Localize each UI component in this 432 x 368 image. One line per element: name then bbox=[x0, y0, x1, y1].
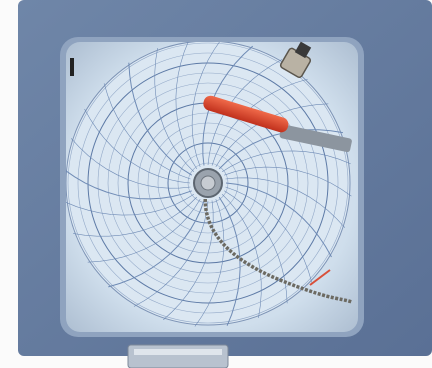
grid-arc bbox=[128, 62, 193, 176]
chain-links bbox=[203, 189, 353, 304]
grid-arc bbox=[225, 186, 313, 283]
grid-arc bbox=[87, 199, 201, 263]
grid-arc bbox=[70, 138, 191, 189]
grid-ring bbox=[77, 52, 339, 314]
pen-arm-base bbox=[279, 124, 352, 153]
grid-arc bbox=[73, 196, 198, 237]
pen-holder bbox=[279, 41, 312, 79]
left-clip bbox=[70, 58, 74, 76]
grid-arc bbox=[163, 200, 214, 321]
grid-ring bbox=[107, 82, 309, 284]
grid-arc bbox=[108, 200, 205, 288]
chain bbox=[203, 189, 353, 304]
grid-arc bbox=[224, 166, 352, 197]
grid-arc bbox=[224, 190, 288, 304]
grid-arc bbox=[221, 150, 351, 173]
pen-holder-top bbox=[294, 41, 312, 59]
grid-ring bbox=[117, 92, 299, 274]
grid-arc bbox=[191, 42, 222, 167]
pen-trace bbox=[309, 269, 331, 286]
grid-arc bbox=[218, 196, 241, 326]
grid-ring bbox=[67, 42, 349, 324]
grid-arc bbox=[221, 193, 262, 318]
grid-ring bbox=[147, 122, 269, 244]
grid-arc bbox=[66, 193, 195, 216]
grid-arc bbox=[103, 83, 191, 180]
grid-arc bbox=[154, 48, 195, 173]
grid-ring bbox=[97, 72, 319, 294]
grid-arc bbox=[84, 108, 191, 184]
grid-arc bbox=[175, 42, 198, 170]
grid-arc bbox=[66, 169, 192, 200]
grid-ring bbox=[157, 132, 259, 234]
pen-arm bbox=[203, 95, 289, 133]
bottom-tab bbox=[127, 344, 229, 368]
bottom-tab-highlight bbox=[134, 349, 222, 355]
grid-arc bbox=[225, 182, 332, 258]
grid-ring bbox=[87, 62, 329, 304]
grid-arc bbox=[218, 129, 343, 170]
hub-nut bbox=[200, 175, 216, 191]
grid-arc bbox=[225, 177, 346, 228]
grid-arc bbox=[133, 200, 209, 307]
grid-arc bbox=[194, 199, 225, 327]
